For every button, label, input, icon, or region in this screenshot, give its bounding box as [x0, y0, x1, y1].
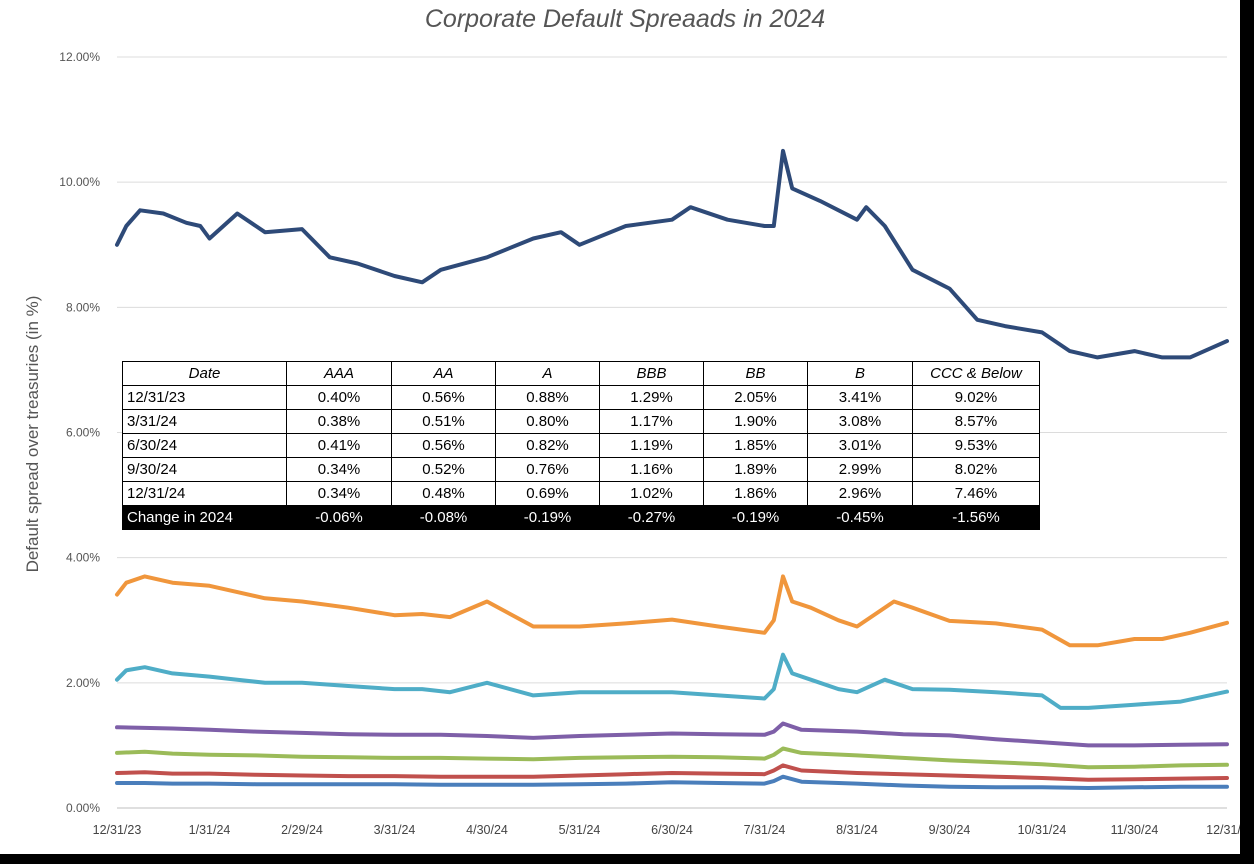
value-cell: -0.19% — [495, 505, 600, 530]
series-line-1 — [115, 574, 1229, 648]
value-cell: 8.57% — [912, 409, 1040, 434]
value-cell: 0.56% — [391, 385, 496, 410]
y-axis-label: Default spread over treasuries (in %) — [23, 296, 42, 573]
x-tick-label: 12/31/23 — [93, 823, 142, 837]
value-cell: 0.38% — [286, 409, 392, 434]
x-tick-label: 2/29/24 — [281, 823, 323, 837]
x-tick-label: 7/31/24 — [744, 823, 786, 837]
table-row: 9/30/24 0.34% 0.52% 0.76% 1.16% 1.89% 2.99% 8.0… — [122, 457, 1040, 482]
value-cell: 3.41% — [807, 385, 913, 410]
value-cell: -1.56% — [912, 505, 1040, 530]
column-header: AA — [391, 361, 496, 386]
value-cell: 1.89% — [703, 457, 808, 482]
spread-table: Date AAA AA A BBB BB B CCC & Below 12/31… — [122, 361, 1040, 530]
value-cell: 0.56% — [391, 433, 496, 458]
row-label-cell: 6/30/24 — [122, 433, 287, 458]
value-cell: 0.52% — [391, 457, 496, 482]
value-cell: 0.80% — [495, 409, 600, 434]
value-cell: -0.06% — [286, 505, 392, 530]
value-cell: 1.19% — [599, 433, 704, 458]
series-lines — [115, 148, 1229, 790]
value-cell: 3.08% — [807, 409, 913, 434]
y-tick-label: 0.00% — [66, 801, 100, 815]
x-tick-label: 8/31/24 — [836, 823, 878, 837]
value-cell: 0.34% — [286, 457, 392, 482]
x-tick-label: 5/31/24 — [559, 823, 601, 837]
row-label-cell: Change in 2024 — [122, 505, 287, 530]
y-tick-label: 10.00% — [59, 175, 100, 189]
x-tick-label: 12/31/2 — [1206, 823, 1240, 837]
column-header: CCC & Below — [912, 361, 1040, 386]
row-label-cell: 12/31/24 — [122, 481, 287, 506]
value-cell: 0.82% — [495, 433, 600, 458]
x-tick-label: 1/31/24 — [189, 823, 231, 837]
value-cell: 0.69% — [495, 481, 600, 506]
column-header: Date — [122, 361, 287, 386]
value-cell: 0.88% — [495, 385, 600, 410]
series-line-0 — [115, 148, 1229, 360]
y-tick-label: 2.00% — [66, 676, 100, 690]
value-cell: 1.90% — [703, 409, 808, 434]
gridlines — [117, 56, 1227, 809]
y-tick-label: 12.00% — [59, 50, 100, 64]
value-cell: 1.02% — [599, 481, 704, 506]
value-cell: -0.27% — [599, 505, 704, 530]
column-header: BBB — [599, 361, 704, 386]
row-label-cell: 9/30/24 — [122, 457, 287, 482]
chart-frame: Corporate Default Spreaads in 2024 Defau… — [0, 0, 1240, 854]
y-tick-label: 8.00% — [66, 300, 100, 314]
row-label-cell: 12/31/23 — [122, 385, 287, 410]
value-cell: 0.48% — [391, 481, 496, 506]
value-cell: 9.53% — [912, 433, 1040, 458]
value-cell: 1.29% — [599, 385, 704, 410]
value-cell: -0.08% — [391, 505, 496, 530]
y-tick-label: 6.00% — [66, 426, 100, 440]
value-cell: -0.45% — [807, 505, 913, 530]
value-cell: 1.16% — [599, 457, 704, 482]
value-cell: 2.99% — [807, 457, 913, 482]
x-tick-label: 11/30/24 — [1111, 823, 1159, 837]
column-header: AAA — [286, 361, 392, 386]
value-cell: 1.86% — [703, 481, 808, 506]
value-cell: 2.96% — [807, 481, 913, 506]
value-cell: -0.19% — [703, 505, 808, 530]
value-cell: 3.01% — [807, 433, 913, 458]
row-label-cell: 3/31/24 — [122, 409, 287, 434]
x-tick-labels: 12/31/23 1/31/24 2/29/24 3/31/24 4/30/24 5/31… — [93, 823, 1240, 837]
series-line-5 — [115, 763, 1229, 782]
series-line-6 — [115, 774, 1229, 790]
chart-title: Corporate Default Spreaads in 2024 — [425, 5, 825, 33]
series-line-2 — [115, 652, 1229, 710]
table-row: 6/30/24 0.41% 0.56% 0.82% 1.19% 1.85% 3.01% 9.5… — [122, 433, 1040, 458]
table-row: 12/31/23 0.40% 0.56% 0.88% 1.29% 2.05% 3.41% 9.… — [122, 385, 1040, 410]
value-cell: 0.76% — [495, 457, 600, 482]
value-cell: 7.46% — [912, 481, 1040, 506]
line-chart: Corporate Default Spreaads in 2024 Defau… — [23, 5, 1240, 837]
value-cell: 1.85% — [703, 433, 808, 458]
value-cell: 0.51% — [391, 409, 496, 434]
x-tick-label: 3/31/24 — [374, 823, 416, 837]
value-cell: 0.41% — [286, 433, 392, 458]
x-tick-label: 10/31/24 — [1018, 823, 1067, 837]
value-cell: 2.05% — [703, 385, 808, 410]
column-header: B — [807, 361, 913, 386]
x-tick-label: 9/30/24 — [929, 823, 971, 837]
value-cell: 9.02% — [912, 385, 1040, 410]
column-header: BB — [703, 361, 808, 386]
table-row: 12/31/24 0.34% 0.48% 0.69% 1.02% 1.86% 2.96% 7.… — [122, 481, 1040, 506]
table-row: 3/31/24 0.38% 0.51% 0.80% 1.17% 1.90% 3.08% 8.5… — [122, 409, 1040, 434]
y-tick-labels: 0.00% 2.00% 4.00% 6.00% 8.00% 10.00% 12.00% — [59, 50, 100, 815]
y-tick-label: 4.00% — [66, 551, 100, 565]
series-line-3 — [115, 721, 1229, 748]
x-tick-label: 4/30/24 — [466, 823, 508, 837]
value-cell: 1.17% — [599, 409, 704, 434]
change-row: Change in 2024 -0.06% -0.08% -0.19% -0.27% -0… — [122, 505, 1040, 530]
series-line-4 — [115, 746, 1229, 770]
table-header-row: Date AAA AA A BBB BB B CCC & Below — [122, 361, 1040, 386]
column-header: A — [495, 361, 600, 386]
x-tick-label: 6/30/24 — [651, 823, 693, 837]
value-cell: 0.40% — [286, 385, 392, 410]
value-cell: 0.34% — [286, 481, 392, 506]
value-cell: 8.02% — [912, 457, 1040, 482]
